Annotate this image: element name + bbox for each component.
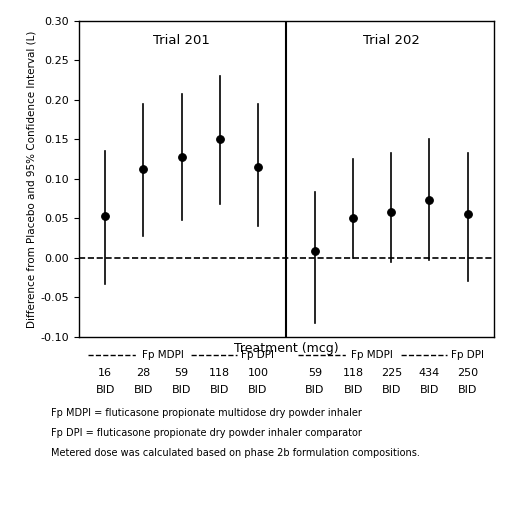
Text: 434: 434 — [419, 368, 440, 379]
Text: BID: BID — [248, 385, 268, 396]
Text: BID: BID — [96, 385, 115, 396]
Text: 16: 16 — [98, 368, 112, 379]
Text: 250: 250 — [457, 368, 478, 379]
Text: Trial 202: Trial 202 — [363, 34, 420, 47]
Text: BID: BID — [172, 385, 191, 396]
Text: BID: BID — [305, 385, 325, 396]
Text: BID: BID — [344, 385, 363, 396]
Text: Fp MDPI: Fp MDPI — [141, 350, 184, 360]
Text: Fp DPI = fluticasone propionate dry powder inhaler comparator: Fp DPI = fluticasone propionate dry powd… — [51, 428, 361, 438]
Text: 59: 59 — [308, 368, 322, 379]
Text: Metered dose was calculated based on phase 2b formulation compositions.: Metered dose was calculated based on pha… — [51, 448, 420, 458]
Text: Fp DPI: Fp DPI — [451, 350, 484, 360]
Y-axis label: Difference from Placebo and 95% Confidence Interval (L): Difference from Placebo and 95% Confiden… — [26, 30, 36, 328]
Text: Fp MDPI: Fp MDPI — [351, 350, 393, 360]
Text: 225: 225 — [381, 368, 402, 379]
Text: BID: BID — [420, 385, 439, 396]
Text: 28: 28 — [136, 368, 151, 379]
Text: BID: BID — [382, 385, 401, 396]
Text: 59: 59 — [174, 368, 189, 379]
Text: BID: BID — [210, 385, 229, 396]
X-axis label: Treatment (mcg): Treatment (mcg) — [234, 342, 339, 355]
Text: Fp DPI: Fp DPI — [241, 350, 274, 360]
Text: BID: BID — [134, 385, 153, 396]
Text: 100: 100 — [247, 368, 268, 379]
Text: Trial 201: Trial 201 — [153, 34, 210, 47]
Text: Fp MDPI = fluticasone propionate multidose dry powder inhaler: Fp MDPI = fluticasone propionate multido… — [51, 408, 361, 418]
Text: 118: 118 — [209, 368, 230, 379]
Text: BID: BID — [458, 385, 477, 396]
Text: 118: 118 — [343, 368, 364, 379]
